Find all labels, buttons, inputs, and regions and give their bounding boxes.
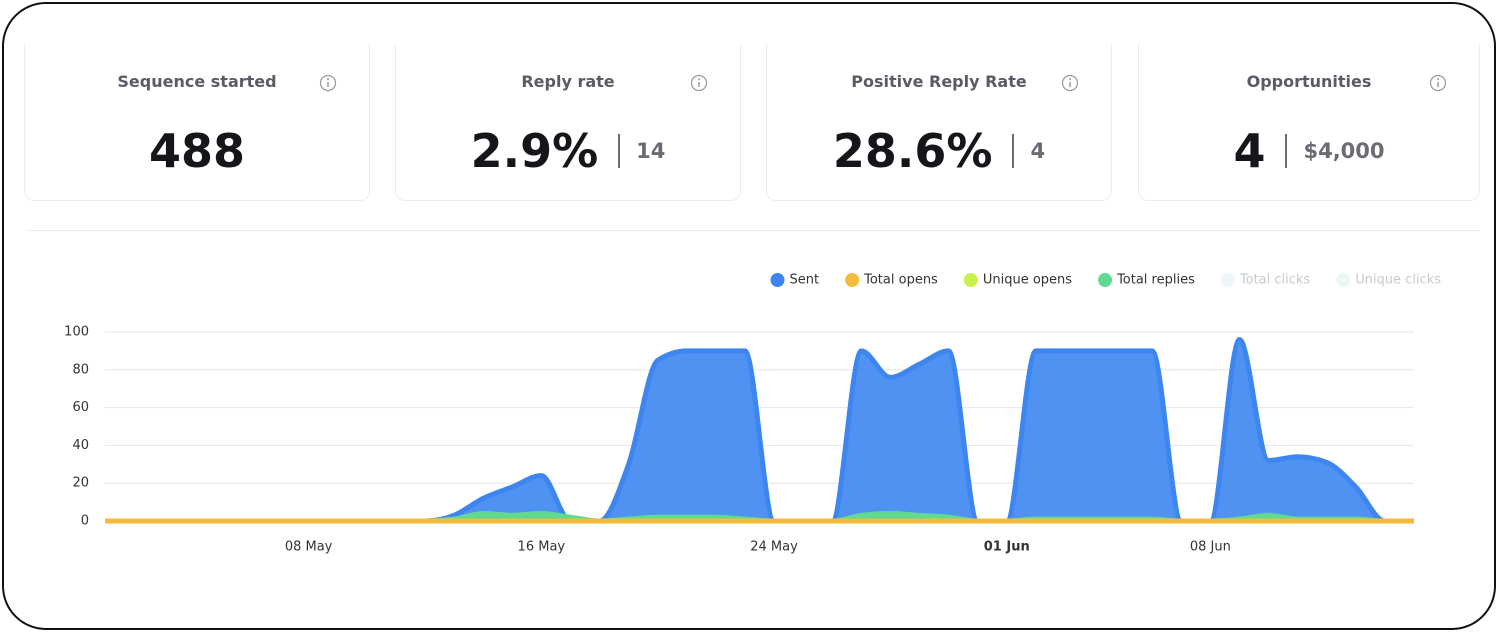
y-tick-label: 40 [72, 438, 89, 453]
separator [26, 230, 1481, 231]
info-icon[interactable] [1061, 74, 1079, 92]
area [105, 339, 1414, 521]
x-tick-label: 24 May [750, 540, 798, 555]
kpi-card: Opportunities 4 $4,000 [1138, 44, 1480, 201]
legend-dot [1336, 273, 1351, 287]
card-value-row: 488 [25, 124, 369, 178]
y-tick-label: 0 [81, 514, 89, 529]
card-secondary: 14 [636, 139, 666, 163]
divider [1285, 134, 1288, 168]
card-secondary: $4,000 [1303, 139, 1385, 163]
legend-dot [1220, 273, 1235, 287]
card-title: Positive Reply Rate [851, 72, 1027, 91]
legend-dot [845, 273, 860, 287]
card-value: 28.6% [832, 124, 993, 178]
y-tick-label: 60 [72, 400, 89, 415]
legend-label: Total replies [1116, 273, 1195, 288]
info[interactable] [690, 74, 708, 96]
info-icon[interactable] [690, 74, 708, 92]
legend-label: Unique clicks [1355, 273, 1441, 288]
x-tick-label: 01 Jun [984, 540, 1030, 555]
x-tick-label: 08 May [285, 540, 333, 555]
y-tick-label: 100 [64, 325, 89, 340]
card-value: 488 [148, 124, 246, 178]
chart: 0 20 40 60 80 100 08 May 16 May 24 May 01 Jun 08 J… [64, 273, 1441, 555]
card-value-row: 2.9% 14 [396, 124, 740, 178]
legend-label: Total opens [863, 273, 938, 288]
legend-label: Sent [790, 273, 820, 288]
info-icon[interactable] [319, 74, 337, 92]
card-value: 2.9% [470, 124, 599, 178]
info[interactable] [1061, 74, 1079, 96]
divider [1012, 134, 1015, 168]
legend-label: Total clicks [1239, 273, 1311, 288]
legend-dot [770, 273, 785, 287]
card-title: Opportunities [1246, 72, 1372, 91]
card-value: 4 [1233, 124, 1266, 178]
x-tick-label: 16 May [518, 540, 566, 555]
divider [618, 134, 621, 168]
y-tick-label: 80 [72, 362, 89, 377]
card-title: Reply rate [521, 72, 615, 91]
card-title: Sequence started [117, 72, 277, 91]
info-icon[interactable] [1429, 74, 1447, 92]
card-value-row: 28.6% 4 [767, 124, 1111, 178]
y-tick-label: 20 [72, 476, 89, 491]
card-secondary: 4 [1030, 139, 1046, 163]
kpi-card: Positive Reply Rate 28.6% 4 [766, 44, 1112, 201]
x-tick-label: 08 Jun [1190, 540, 1231, 555]
legend-dot [963, 273, 978, 287]
legend-dot [1098, 273, 1113, 287]
kpi-card: Reply rate 2.9% 14 [395, 44, 741, 201]
card-value-row: 4 $4,000 [1139, 124, 1479, 178]
kpi-card: Sequence started 488 [24, 44, 370, 201]
legend-label: Unique opens [983, 273, 1072, 288]
info[interactable] [319, 74, 337, 96]
info[interactable] [1429, 74, 1447, 96]
